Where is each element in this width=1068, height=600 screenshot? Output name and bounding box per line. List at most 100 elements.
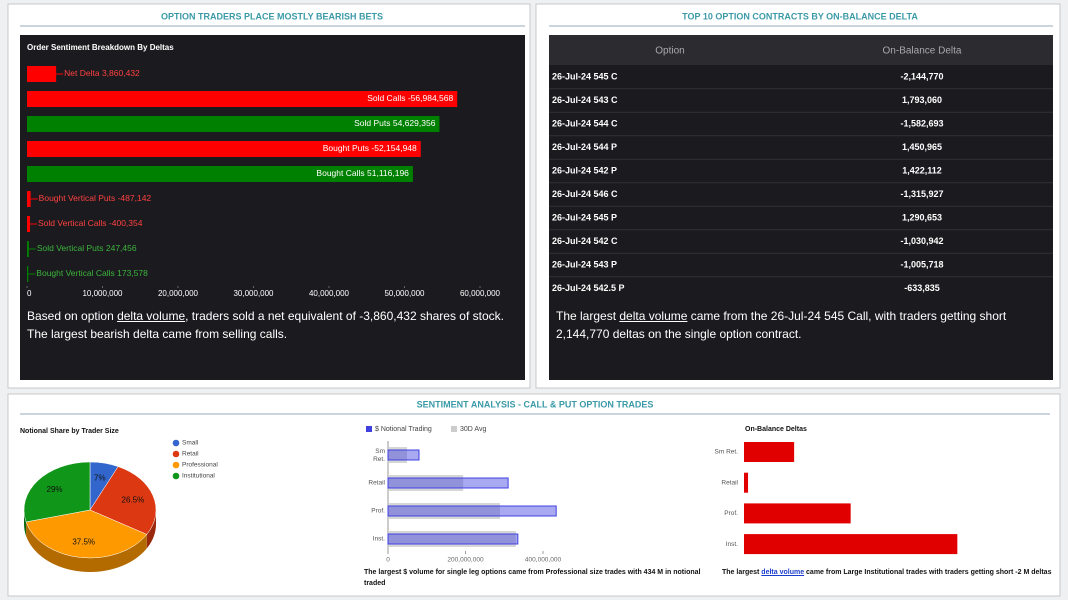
bar <box>387 505 557 517</box>
legend-label: Professional <box>182 462 218 469</box>
value-label: 3,860,432 <box>102 68 140 78</box>
table-cell: -2,144,770 <box>900 71 943 81</box>
bar <box>388 503 500 519</box>
note-text: , traders sold a net equivalent of -3,86… <box>27 309 504 341</box>
bar-label: Sold Vertical Puts 247,456 <box>37 243 137 253</box>
pie-slice <box>25 509 148 559</box>
table-cell: -1,005,718 <box>900 259 943 269</box>
category-label: Sold Vertical Calls <box>38 218 107 228</box>
chart-title: Notional Share by Trader Size <box>20 428 119 435</box>
y-tick-label: Prof. <box>724 510 738 517</box>
pie-side <box>26 521 147 572</box>
category-label: Sold Calls <box>367 93 405 103</box>
table-cell: 26-Jul-24 545 P <box>552 212 617 222</box>
bar <box>744 534 958 555</box>
table-header <box>549 35 1053 65</box>
bar <box>387 449 420 461</box>
bar <box>388 531 516 547</box>
y-tick-label: Retail <box>368 480 385 487</box>
note-text: came from Large Institutional trades wit… <box>804 569 1052 576</box>
category-label: Sold Vertical Puts <box>37 243 104 253</box>
x-tick-label: 400,000,000 <box>525 557 562 564</box>
category-label: Sold Puts <box>354 118 390 128</box>
bar <box>27 191 31 207</box>
table-cell: 1,290,653 <box>902 212 942 222</box>
panel-title: OPTION TRADERS PLACE MOSTLY BEARISH BETS <box>161 11 383 21</box>
column-header: Option <box>655 46 684 57</box>
bar <box>27 266 29 282</box>
bar-label: Bought Puts -52,154,948 <box>323 143 417 153</box>
y-tick-label: Sm Ret. <box>715 449 739 456</box>
table-cell: 26-Jul-24 544 P <box>552 142 617 152</box>
table-cell: 26-Jul-24 543 C <box>552 95 618 105</box>
x-tick-label: 200,000,000 <box>447 557 484 564</box>
column-header: On-Balance Delta <box>883 46 962 57</box>
legend-label: Retail <box>182 451 199 458</box>
note-link[interactable]: delta volume <box>761 569 805 576</box>
bar <box>27 91 458 107</box>
legend-label: $ Notional Trading <box>375 426 432 433</box>
bar <box>27 116 440 132</box>
value-label: 247,456 <box>106 243 137 253</box>
table-cell: 1,450,965 <box>902 142 942 152</box>
bar <box>744 503 851 524</box>
table-cell: 1,793,060 <box>902 95 942 105</box>
value-label: 51,116,196 <box>367 168 409 178</box>
pie-slice <box>23 461 91 523</box>
legend-swatch <box>366 426 372 432</box>
table-cell: 1,422,112 <box>902 165 942 175</box>
legend-swatch <box>172 439 180 447</box>
summary-note: The largest $ volume for single leg opti… <box>364 569 701 587</box>
note-text: The largest <box>722 569 762 576</box>
bar <box>27 166 413 182</box>
note-text: The largest <box>556 309 620 323</box>
pie-slice <box>89 466 157 535</box>
slice-label: 29% <box>47 485 63 494</box>
category-label: Net Delta <box>64 68 100 78</box>
slice-label: 7% <box>94 473 106 482</box>
note-text: came from the 26-Jul-24 545 Call, with t… <box>556 309 1007 341</box>
value-label: 54,629,356 <box>393 118 436 128</box>
value-label: -487,142 <box>118 193 152 203</box>
summary-note: The largest delta volume came from Large… <box>722 567 1052 578</box>
dark-area <box>549 35 1053 380</box>
table-cell: 26-Jul-24 544 C <box>552 118 618 128</box>
value-label: -52,154,948 <box>371 143 417 153</box>
bar-label: Bought Calls 51,116,196 <box>316 168 409 178</box>
legend-label: Institutional <box>182 473 215 480</box>
table-cell: 26-Jul-24 543 P <box>552 259 617 269</box>
y-tick-label: Inst. <box>373 536 385 543</box>
bar-label: Bought Vertical Calls 173,578 <box>36 268 148 278</box>
bar-label: Sold Calls -56,984,568 <box>367 93 453 103</box>
note-link[interactable]: delta volume <box>619 309 688 323</box>
note-link[interactable]: delta volume <box>117 309 186 323</box>
table-cell: 26-Jul-24 542 P <box>552 165 617 175</box>
x-tick-label: 60,000,000 <box>460 289 501 298</box>
panel <box>7 393 1061 597</box>
bar <box>27 241 29 257</box>
x-tick-label: 50,000,000 <box>384 289 425 298</box>
bar <box>744 442 795 462</box>
bar <box>27 66 57 82</box>
legend-swatch <box>451 426 457 432</box>
bar <box>27 216 31 232</box>
x-tick-label: 40,000,000 <box>309 289 350 298</box>
bar-label: Bought Vertical Puts -487,142 <box>39 193 152 203</box>
chart-title: Order Sentiment Breakdown By Deltas <box>27 43 174 52</box>
value-label: 173,578 <box>117 268 148 278</box>
category-label: Bought Vertical Calls <box>36 268 114 278</box>
table-cell: -633,835 <box>904 283 940 293</box>
bar <box>27 141 421 157</box>
bar <box>388 475 464 491</box>
summary-note: The largest delta volume came from the 2… <box>556 307 1046 343</box>
bar <box>744 472 749 493</box>
x-tick-label: 0 <box>27 289 32 298</box>
legend-label: 30D Avg <box>460 426 486 433</box>
legend-swatch <box>172 472 180 480</box>
note-text: Based on option <box>27 309 118 323</box>
slice-label: 37.5% <box>72 537 95 546</box>
bar <box>388 447 407 463</box>
x-tick-label: 10,000,000 <box>82 289 123 298</box>
